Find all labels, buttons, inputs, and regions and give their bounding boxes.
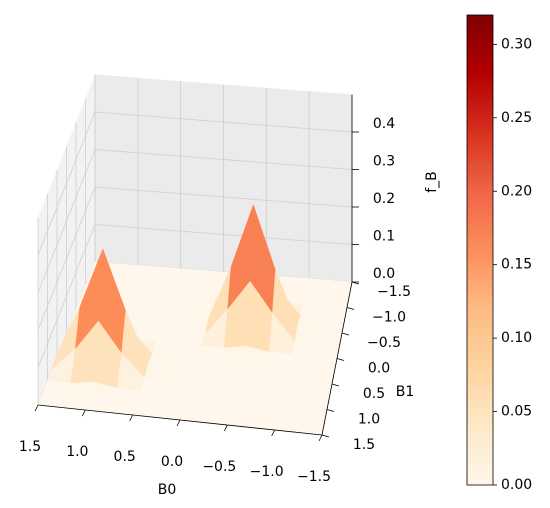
colorbar-tick-label: 0.15	[501, 257, 532, 273]
surface-patch	[154, 266, 181, 282]
surface-patch	[316, 330, 343, 347]
surface-patch	[190, 294, 217, 310]
x-axis-label: B0	[158, 482, 177, 498]
surface-patch	[259, 377, 287, 393]
surface-patch	[133, 265, 160, 280]
z-tick-label: 0.0	[373, 266, 395, 282]
x-tick-label: −1.0	[250, 464, 284, 480]
surface-patch	[217, 360, 244, 376]
surface-patch	[220, 346, 248, 363]
surface-patch	[194, 358, 222, 374]
x-tick-label: 0.5	[114, 449, 136, 465]
y-tick	[331, 383, 340, 387]
surface-patch	[282, 379, 310, 395]
colorbar-tick-label: 0.05	[501, 404, 532, 420]
surface-patch	[128, 277, 156, 292]
y-tick	[321, 434, 330, 438]
y-tick-label: −0.5	[367, 335, 401, 351]
surface-patch	[324, 292, 350, 308]
surface-patch	[175, 343, 203, 359]
surface-patch	[306, 381, 333, 398]
colorbar-tick-label: 0.00	[501, 477, 532, 493]
x-tick-label: 1.0	[66, 444, 88, 460]
surface-patch	[213, 372, 241, 388]
z-tick-label: 0.1	[373, 229, 395, 245]
surface-patch	[288, 354, 315, 370]
y-tick	[341, 332, 350, 336]
x-tick	[34, 404, 39, 412]
z-tick-label: 0.4	[373, 116, 395, 132]
surface-patch	[240, 362, 267, 378]
surface-patch	[236, 374, 264, 391]
surface-patch	[305, 278, 331, 294]
surface-patch	[172, 280, 199, 296]
x-tick	[129, 414, 134, 422]
surface-patch	[150, 278, 177, 294]
x-tick	[271, 429, 276, 437]
x-tick-label: −1.5	[297, 469, 331, 485]
colorbar	[466, 14, 494, 486]
y-tick	[346, 307, 355, 310]
y-axis-label: B1	[396, 384, 415, 400]
surface-patch	[178, 331, 206, 347]
x-tick-label: 1.5	[19, 439, 41, 455]
surface-patch	[124, 289, 152, 304]
x-tick	[81, 409, 86, 417]
surface-patch	[300, 303, 326, 319]
z-tick-label: 0.2	[373, 191, 395, 207]
surface-patch	[168, 292, 195, 308]
surface-patch	[197, 270, 224, 285]
y-tick	[326, 409, 335, 412]
x-tick	[176, 419, 181, 427]
surface-patch	[197, 345, 225, 361]
surface-patch	[160, 317, 188, 332]
z-tick-label: 0.3	[373, 154, 395, 170]
surface-patch	[142, 303, 169, 318]
z-axis-label: f_B	[424, 171, 440, 193]
y-tick-label: 1.0	[358, 412, 380, 428]
surface-patch	[176, 268, 203, 283]
surface-patch	[65, 381, 95, 399]
y-tick-label: 1.5	[353, 437, 375, 453]
colorbar-tick-label: 0.30	[501, 36, 532, 52]
surface-patch	[314, 343, 340, 359]
surface-patch	[284, 276, 310, 292]
surface-patch	[285, 366, 313, 383]
surface-patch	[182, 317, 210, 334]
colorbar-tick-label: 0.25	[501, 110, 532, 126]
x-tick-label: 0.0	[161, 454, 183, 470]
colorbar-tick-label: 0.20	[501, 183, 532, 199]
y-tick-label: 0.0	[368, 361, 390, 377]
surface-patch	[194, 282, 221, 297]
surface-patch	[266, 351, 293, 368]
y-tick-label: 0.5	[363, 386, 385, 402]
surface-patch	[138, 315, 165, 330]
surface-patch	[171, 355, 199, 371]
surface-patch	[308, 368, 335, 385]
surface-patch	[303, 290, 329, 306]
y-tick-label: −1.0	[372, 310, 406, 326]
surface-patch	[146, 290, 173, 306]
x-tick-label: −0.5	[202, 459, 236, 475]
x-tick	[318, 434, 323, 442]
surface-patch	[164, 304, 191, 320]
surface-patch	[322, 305, 348, 321]
surface-patch	[327, 280, 353, 296]
surface-patch	[291, 341, 318, 357]
x-tick	[223, 424, 228, 432]
surface-patch	[152, 341, 180, 357]
surface-patch	[262, 364, 290, 380]
y-tick	[336, 358, 345, 361]
colorbar-tick-label: 0.10	[501, 330, 532, 346]
surface-patch	[311, 356, 338, 372]
surface-patch	[319, 318, 345, 334]
surface-patch	[156, 329, 184, 345]
y-tick-label: −1.5	[377, 284, 411, 300]
